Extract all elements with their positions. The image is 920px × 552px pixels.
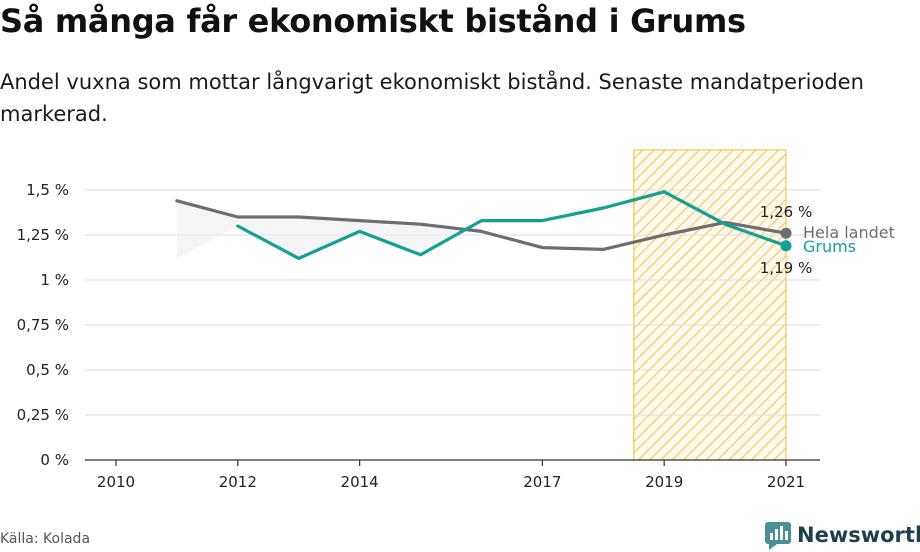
x-tick-label: 2014: [341, 473, 379, 491]
y-tick-label: 0 %: [40, 451, 69, 469]
y-tick-label: 1,5 %: [26, 181, 69, 199]
highlight-period: [633, 149, 787, 461]
y-tick-label: 0,75 %: [17, 316, 69, 334]
series-line-hela-landet: [175, 199, 788, 251]
newsworthy-bar-chart-icon: [765, 522, 791, 550]
newsworthy-wordmark: Newsworthy: [797, 523, 920, 547]
x-tick-label: 2010: [97, 473, 135, 491]
newsworthy-logo: Newsworthy: [765, 520, 920, 550]
x-tick-label: 2021: [767, 473, 805, 491]
y-tick-label: 0,25 %: [17, 406, 69, 424]
chart-title: Så många får ekonomiskt bistånd i Grums: [0, 2, 746, 40]
y-tick-label: 0,5 %: [26, 361, 69, 379]
series-label-grums: Grums: [803, 237, 856, 256]
chart-subtitle: Andel vuxna som mottar långvarigt ekonom…: [0, 70, 864, 126]
source-note: Källa: Kolada: [0, 531, 91, 547]
x-tick-label: 2019: [645, 473, 683, 491]
x-tick-label: 2017: [523, 473, 561, 491]
end-marker-hela-landet: [780, 227, 792, 239]
y-tick-label: 1 %: [40, 271, 69, 289]
difference-band: [176, 200, 482, 259]
series-label-hela-landet: Hela landet: [803, 223, 895, 242]
x-tick-label: 2012: [219, 473, 257, 491]
series-line-grums: [236, 190, 788, 260]
y-tick-label: 1,25 %: [17, 226, 69, 244]
end-marker-grums: [780, 240, 792, 252]
data-label-grums: 1,19 %: [760, 259, 812, 277]
data-label-hela-landet: 1,26 %: [760, 203, 812, 221]
